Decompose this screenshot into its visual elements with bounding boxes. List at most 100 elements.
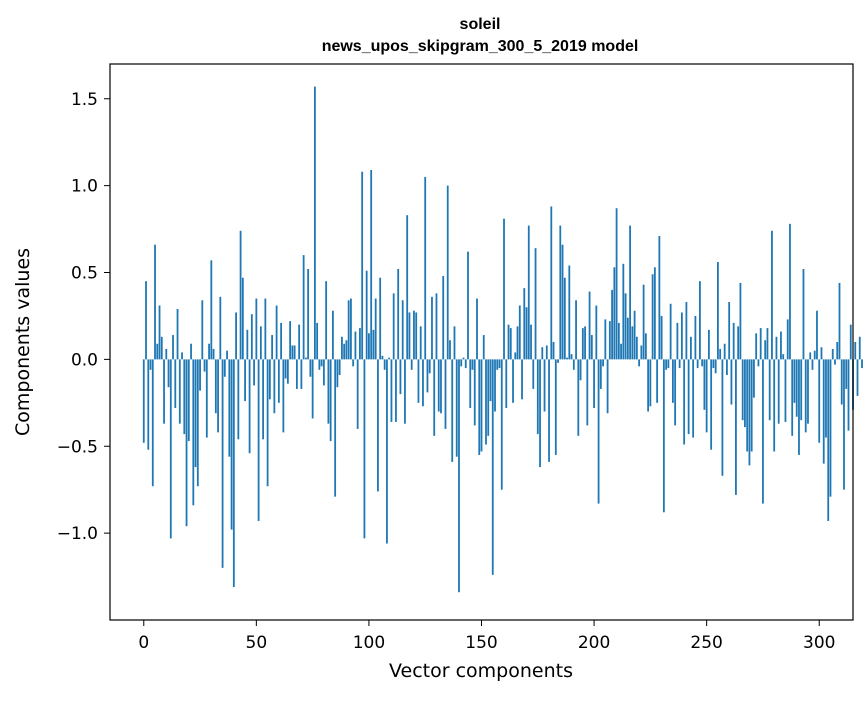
bar-28 <box>205 359 208 438</box>
bar-90 <box>345 340 348 360</box>
bar-152 <box>485 359 487 445</box>
bar-26 <box>201 300 204 360</box>
bar-85 <box>334 359 337 497</box>
bar-127 <box>428 359 431 374</box>
bar-12 <box>169 359 172 539</box>
bar-214 <box>624 293 627 360</box>
bar-203 <box>599 359 602 389</box>
bar-75 <box>311 359 314 419</box>
bar-48 <box>250 314 253 360</box>
bar-304 <box>827 359 830 521</box>
bar-21 <box>190 343 192 360</box>
bar-200 <box>593 359 595 409</box>
bar-168 <box>521 359 523 400</box>
bar-319 <box>861 359 863 369</box>
bar-221 <box>640 345 643 360</box>
bar-13 <box>172 335 174 360</box>
bar-45 <box>244 359 246 402</box>
plot-frame <box>109 63 854 621</box>
bar-192 <box>575 300 577 360</box>
bar-3 <box>149 359 152 370</box>
bar-293 <box>802 269 805 360</box>
bar-147 <box>473 359 476 426</box>
bar-49 <box>253 359 255 386</box>
bar-307 <box>834 359 836 365</box>
bar-248 <box>701 359 704 367</box>
bar-209 <box>613 267 616 360</box>
bar-15 <box>176 308 179 360</box>
bar-258 <box>723 343 726 360</box>
bar-181 <box>550 206 553 360</box>
bar-65 <box>289 321 292 360</box>
bar-89 <box>343 343 346 360</box>
bar-199 <box>590 335 593 360</box>
bar-219 <box>635 336 638 360</box>
y-tick-label: −1.0 <box>57 524 98 544</box>
bar-311 <box>843 359 845 490</box>
bar-72 <box>304 357 307 360</box>
bar-107 <box>383 359 386 370</box>
bar-87 <box>338 359 341 376</box>
x-tick-label: 250 <box>690 633 722 653</box>
bar-253 <box>712 359 715 369</box>
bar-118 <box>408 312 411 360</box>
bar-207 <box>608 321 611 360</box>
bar-205 <box>604 319 607 360</box>
bar-59 <box>275 305 278 360</box>
bar-91 <box>347 300 350 360</box>
bar-183 <box>554 359 557 455</box>
bar-144 <box>467 251 469 360</box>
bar-94 <box>354 331 357 360</box>
bar-108 <box>386 359 388 544</box>
bar-81 <box>325 281 328 360</box>
bar-133 <box>442 275 445 360</box>
bar-162 <box>507 324 510 360</box>
bar-220 <box>638 359 641 367</box>
bar-211 <box>617 322 620 360</box>
bar-295 <box>807 359 809 424</box>
bar-123 <box>419 326 422 360</box>
bar-153 <box>487 359 490 436</box>
bar-300 <box>818 359 821 443</box>
bar-37 <box>226 350 228 360</box>
bar-297 <box>811 359 814 370</box>
bar-110 <box>390 359 393 422</box>
bar-267 <box>744 359 746 428</box>
bar-198 <box>588 291 591 360</box>
bar-193 <box>577 359 580 436</box>
bar-225 <box>649 359 652 407</box>
bar-98 <box>363 359 366 539</box>
bar-218 <box>633 310 636 360</box>
bar-57 <box>271 335 274 360</box>
bar-6 <box>156 343 159 360</box>
bar-20 <box>187 359 190 442</box>
bar-155 <box>491 359 494 575</box>
y-axis-label: Components values <box>12 248 34 436</box>
bar-146 <box>471 359 474 370</box>
bar-25 <box>199 359 201 391</box>
bar-202 <box>597 359 600 504</box>
bar-68 <box>295 359 298 389</box>
bar-102 <box>372 329 375 360</box>
bar-206 <box>606 359 609 414</box>
bar-67 <box>293 345 296 360</box>
bar-154 <box>489 359 492 402</box>
bar-160 <box>503 218 505 360</box>
bar-242 <box>687 359 690 435</box>
bar-145 <box>469 359 472 409</box>
bar-317 <box>856 359 859 396</box>
bar-1 <box>145 281 147 360</box>
bar-73 <box>307 269 310 360</box>
bar-313 <box>847 359 850 431</box>
bar-273 <box>757 359 760 367</box>
bar-43 <box>239 230 242 360</box>
bar-156 <box>494 359 496 412</box>
bar-287 <box>789 223 791 360</box>
bar-24 <box>196 359 199 487</box>
bar-261 <box>730 359 733 405</box>
bar-189 <box>568 265 571 360</box>
bar-268 <box>746 359 749 452</box>
bar-263 <box>735 359 737 495</box>
bar-244 <box>692 359 695 438</box>
bar-303 <box>825 359 827 438</box>
